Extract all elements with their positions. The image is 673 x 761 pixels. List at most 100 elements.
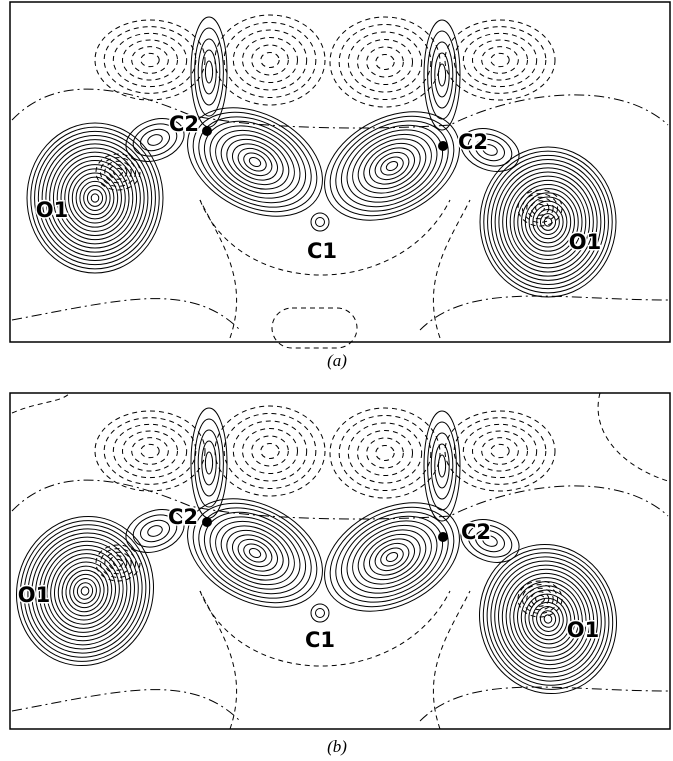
contour (202, 517, 212, 527)
contour (30, 126, 160, 270)
contour (42, 544, 128, 638)
contour (50, 553, 120, 629)
contour (423, 410, 461, 522)
contour (232, 143, 278, 181)
contour (479, 543, 617, 695)
contour (203, 511, 307, 595)
contour (335, 511, 449, 603)
contour (427, 30, 457, 120)
contour (517, 188, 579, 256)
contour (260, 443, 280, 459)
contour (346, 520, 438, 594)
contour (34, 130, 156, 266)
contour (374, 542, 410, 572)
contour (251, 44, 289, 76)
contour (203, 120, 307, 204)
atom-label: O1 (36, 198, 68, 222)
panel-b: C2 C2 O1 O1 C1 (b) (9, 392, 671, 756)
contour (23, 524, 147, 658)
contour (340, 515, 444, 599)
contour (380, 156, 404, 176)
contour (385, 160, 399, 172)
contour (487, 154, 609, 290)
contour (60, 160, 130, 236)
contour (434, 443, 450, 489)
contour (347, 422, 423, 484)
contour (220, 525, 290, 581)
contour (481, 46, 519, 74)
contour (427, 421, 457, 511)
contour (31, 532, 139, 650)
contour (122, 430, 178, 472)
contour (125, 509, 185, 553)
contour (346, 129, 438, 203)
contour (453, 26, 547, 94)
contour (494, 560, 602, 678)
contour (113, 558, 123, 568)
contour (366, 437, 404, 469)
atom-label: C2 (168, 505, 198, 529)
contour (73, 578, 97, 604)
contour (357, 430, 413, 476)
contour (199, 199, 471, 339)
contour (190, 407, 228, 519)
contour (524, 593, 572, 645)
contour (132, 123, 178, 157)
panel-a: C2 C2 O1 O1 C1 (a) (9, 1, 671, 370)
atom-label: C1 (307, 239, 337, 263)
contour (482, 548, 614, 690)
contour (215, 520, 295, 586)
contour (108, 164, 128, 180)
contour (513, 581, 583, 657)
contour (482, 535, 498, 547)
contour (57, 561, 113, 621)
contour (112, 423, 188, 479)
contour (521, 193, 559, 223)
contour (481, 437, 519, 465)
contour (338, 24, 432, 100)
contour (502, 171, 594, 273)
contour (251, 435, 289, 467)
contour (528, 200, 568, 244)
contour (242, 428, 298, 474)
contour (434, 52, 450, 98)
contour (315, 217, 325, 227)
contour (509, 577, 587, 661)
contour (26, 122, 164, 274)
contour (99, 157, 137, 187)
contour (190, 16, 228, 128)
contour (505, 572, 591, 666)
contour (80, 586, 90, 596)
contour (530, 200, 550, 216)
contour (11, 479, 669, 722)
contour (139, 519, 171, 543)
contour (197, 429, 221, 497)
contour (202, 126, 212, 136)
contour (505, 175, 591, 269)
contour (530, 591, 550, 607)
contour (310, 603, 330, 623)
contour (79, 180, 111, 216)
contour (103, 26, 197, 94)
contour (375, 445, 395, 461)
contour (187, 498, 323, 608)
contour (517, 580, 563, 618)
contour-map (11, 392, 669, 730)
panel-frame (9, 392, 671, 730)
contour (490, 443, 510, 459)
contour (201, 440, 217, 486)
contour (209, 516, 301, 590)
contour (260, 52, 280, 68)
contour (248, 156, 262, 168)
contour (232, 534, 278, 572)
contour (131, 46, 169, 74)
caption: (a) (327, 351, 347, 370)
contour (347, 31, 423, 93)
contour (462, 423, 538, 479)
contour (467, 524, 513, 558)
contour (444, 19, 556, 101)
contour (37, 135, 153, 261)
contour (52, 151, 138, 245)
contour (357, 39, 413, 85)
